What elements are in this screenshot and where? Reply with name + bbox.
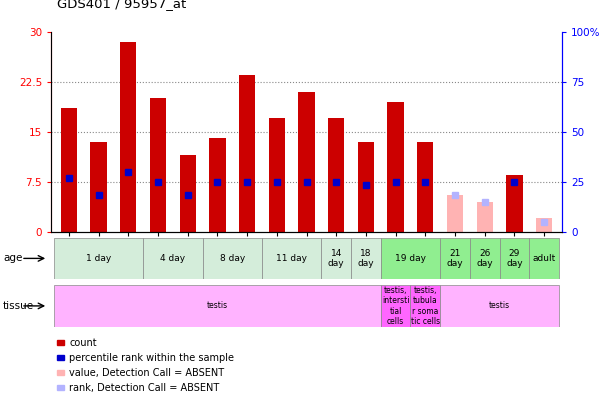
Text: value, Detection Call = ABSENT: value, Detection Call = ABSENT — [69, 367, 224, 378]
Bar — [410, 285, 440, 327]
Text: 14
day: 14 day — [328, 249, 344, 268]
Text: testis: testis — [489, 301, 510, 310]
Text: 11 day: 11 day — [276, 254, 307, 263]
Text: 1 day: 1 day — [86, 254, 111, 263]
Bar — [203, 238, 262, 279]
Bar — [209, 138, 225, 232]
Text: 21
day: 21 day — [447, 249, 463, 268]
Bar — [262, 238, 322, 279]
Text: tissue: tissue — [3, 301, 34, 311]
Bar — [61, 109, 77, 232]
Text: 29
day: 29 day — [506, 249, 523, 268]
Bar — [143, 238, 203, 279]
Bar — [120, 42, 136, 232]
Text: count: count — [69, 337, 97, 348]
Text: 4 day: 4 day — [160, 254, 186, 263]
Bar — [351, 238, 381, 279]
Bar — [358, 142, 374, 232]
Bar — [54, 238, 143, 279]
Text: 26
day: 26 day — [477, 249, 493, 268]
Bar — [388, 102, 404, 232]
Bar — [150, 98, 166, 232]
Bar — [298, 91, 315, 232]
Bar — [90, 142, 107, 232]
Bar — [447, 195, 463, 232]
Bar — [328, 118, 344, 232]
Text: testis: testis — [207, 301, 228, 310]
Bar — [529, 238, 559, 279]
Bar — [417, 142, 433, 232]
Text: rank, Detection Call = ABSENT: rank, Detection Call = ABSENT — [69, 383, 219, 393]
Bar — [440, 238, 470, 279]
Text: GDS401 / 95957_at: GDS401 / 95957_at — [57, 0, 186, 10]
Bar — [536, 218, 552, 232]
Bar — [381, 238, 440, 279]
Bar — [499, 238, 529, 279]
Bar — [269, 118, 285, 232]
Text: 18
day: 18 day — [358, 249, 374, 268]
Bar — [477, 202, 493, 232]
Text: testis,
tubula
r soma
tic cells: testis, tubula r soma tic cells — [410, 286, 440, 326]
Bar — [239, 75, 255, 232]
Text: testis,
intersti
tial
cells: testis, intersti tial cells — [382, 286, 409, 326]
Text: 8 day: 8 day — [219, 254, 245, 263]
Text: 19 day: 19 day — [395, 254, 426, 263]
Bar — [54, 285, 381, 327]
Bar — [180, 155, 196, 232]
Text: adult: adult — [532, 254, 556, 263]
Bar — [470, 238, 499, 279]
Text: percentile rank within the sample: percentile rank within the sample — [69, 352, 234, 363]
Bar — [506, 175, 523, 232]
Bar — [322, 238, 351, 279]
Text: age: age — [3, 253, 22, 263]
Bar — [440, 285, 559, 327]
Bar — [381, 285, 410, 327]
